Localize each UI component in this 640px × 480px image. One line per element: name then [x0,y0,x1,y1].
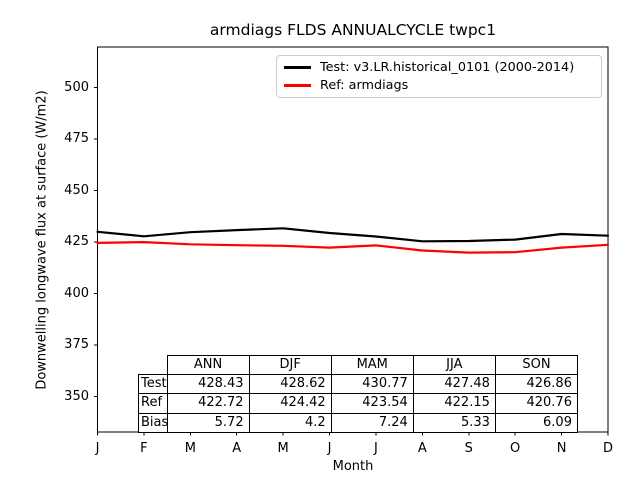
x-tick-label: M [184,441,196,456]
table-cell: 430.77 [330,374,414,395]
x-tick-label: M [277,441,289,456]
table-cell: 7.24 [330,412,414,433]
ref-line-swatch [284,84,311,87]
test-line-swatch [284,66,311,69]
table-cell: 4.2 [248,412,332,433]
table-cell: 6.09 [494,412,578,433]
table-cell: 422.72 [166,393,250,414]
y-axis-label: Downwelling longwave flux at surface (W/… [34,90,50,390]
legend-entry-ref: Ref: armdiags [277,78,601,93]
x-axis-label: Month [332,459,374,474]
table-header-cell: DJF [248,355,332,376]
legend-label-ref: Ref: armdiags [320,78,409,93]
x-tick-label: D [602,441,614,456]
legend-entry-test: Test: v3.LR.historical_0101 (2000-2014) [277,60,601,75]
table-header-cell: MAM [330,355,414,376]
ref-series-line [96,241,610,254]
y-tick-label: 400 [64,285,89,301]
table-row-label: Test [138,374,168,395]
x-tick-label: J [95,441,100,456]
y-tick-label: 500 [64,79,89,95]
table-row-label: Bias [138,412,168,433]
table-cell: 423.54 [330,393,414,414]
table-header-cell: ANN [166,355,250,376]
table-cell: 5.33 [412,412,496,433]
table-cell: 420.76 [494,393,578,414]
x-tick-label: O [510,441,521,456]
legend-label-test: Test: v3.LR.historical_0101 (2000-2014) [320,60,575,75]
table-cell: 5.72 [166,412,250,433]
table-cell: 426.86 [494,374,578,395]
y-tick-label: 425 [64,234,89,250]
x-tick-label: J [374,441,378,456]
x-tick-label: J [327,441,332,456]
table-cell: 427.48 [412,374,496,395]
table-cell: 422.15 [412,393,496,414]
table-cell: 428.43 [166,374,250,395]
x-tick-label: N [556,441,567,456]
table-header-cell: SON [494,355,578,376]
table-row-label: Ref [138,393,168,414]
y-tick-label: 375 [64,337,89,353]
table-header-cell: JJA [412,355,496,376]
x-tick-label: A [232,441,242,456]
x-tick-label: S [464,441,473,456]
table-cell: 428.62 [248,374,332,395]
legend: Test: v3.LR.historical_0101 (2000-2014) … [276,55,602,98]
x-tick-label: F [140,441,148,456]
x-tick-label: A [417,441,427,456]
y-tick-label: 350 [64,388,89,404]
y-tick-label: 450 [64,182,89,198]
test-series-line [96,227,610,243]
table-cell: 424.42 [248,393,332,414]
chart-title: armdiags FLDS ANNUALCYCLE twpc1 [209,21,497,39]
y-tick-label: 475 [64,131,89,147]
